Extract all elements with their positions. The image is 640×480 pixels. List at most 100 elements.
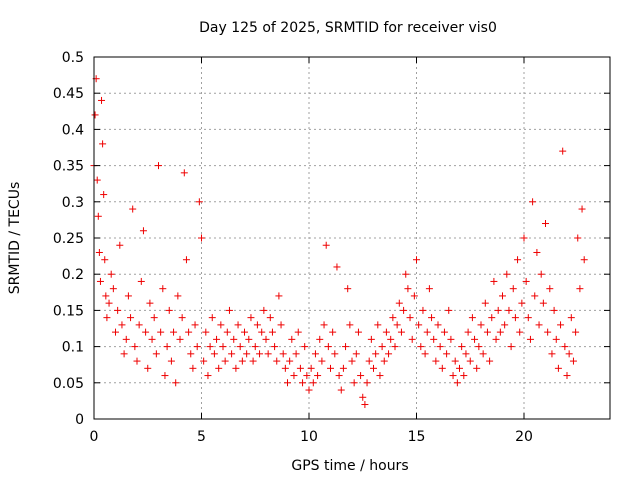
data-point [552,335,560,343]
data-point [219,343,227,351]
y-tick-label: 0.5 [62,50,84,66]
data-point [359,393,367,401]
data-point [314,372,322,380]
data-point [260,306,268,314]
data-point [236,343,244,351]
y-tick-label: 0.45 [53,86,84,102]
data-point [95,248,103,256]
data-point [333,263,341,271]
data-point [561,343,569,351]
data-point [466,357,474,365]
data-point [290,372,298,380]
data-point [109,285,117,293]
data-point [234,321,242,329]
data-point [213,335,221,343]
data-point [135,321,143,329]
y-tick-label: 0.2 [62,267,84,283]
data-point [253,321,261,329]
data-point [279,350,287,358]
data-point [202,328,210,336]
data-point [264,350,272,358]
data-point [415,321,423,329]
data-point [576,285,584,293]
data-point [365,357,373,365]
data-point [258,328,266,336]
data-point [352,350,360,358]
data-point [200,357,208,365]
data-point [206,343,214,351]
x-tick-labels: 0 5 10 15 20 [90,429,533,445]
data-point [316,335,324,343]
data-point [296,364,304,372]
data-point [385,350,393,358]
data-point [397,328,405,336]
data-point [96,277,104,285]
data-point [456,364,463,372]
data-point [522,277,530,285]
data-point [215,364,223,372]
x-tick-label: 5 [197,429,206,445]
chart-title: Day 125 of 2025, SRMTID for receiver vis… [199,20,497,36]
data-point [148,335,156,343]
data-point [462,350,470,358]
data-point [208,314,216,322]
data-point [187,350,195,358]
data-point [331,350,339,358]
data-point [419,306,427,314]
data-point [378,343,386,351]
data-point [251,343,259,351]
x-axis-title: GPS time / hours [291,458,408,474]
data-point [247,314,255,322]
data-point [511,314,519,322]
data-point [535,321,543,329]
plot-frame [93,56,611,420]
y-tick-label: 0.3 [62,195,84,211]
data-point [266,314,274,322]
data-point [150,314,158,322]
data-point [578,205,586,213]
data-point [176,335,184,343]
data-point [277,321,285,329]
data-point [565,350,573,358]
data-point [245,335,253,343]
data-point [120,350,128,358]
data-point [195,198,203,206]
data-point [243,350,251,358]
data-point [178,314,186,322]
data-point [423,328,431,336]
data-point [139,227,147,235]
data-point [430,335,438,343]
data-point [526,335,534,343]
data-point [105,299,113,307]
data-point [546,285,554,293]
data-point [425,285,433,293]
data-point [144,364,152,372]
data-point [428,314,436,322]
y-tick-label: 0.25 [53,231,84,247]
data-point [337,386,345,394]
data-point [402,270,410,278]
data-point [367,335,375,343]
data-point [238,357,246,365]
data-point [172,379,180,387]
data-point [404,285,412,293]
data-point [292,350,300,358]
data-point [303,372,311,380]
data-point [370,364,377,372]
data-point [210,350,218,358]
data-point [447,335,455,343]
data-point [479,350,487,358]
data-point [516,328,524,336]
data-point [524,314,532,322]
data-point [204,372,212,380]
data-point [152,350,160,358]
data-point [436,343,444,351]
data-point [286,357,294,365]
data-point [185,328,193,336]
data-point [167,357,175,365]
data-point [550,306,558,314]
y-tick-label: 0.35 [53,159,84,175]
data-point [327,364,334,372]
data-point [559,147,567,155]
